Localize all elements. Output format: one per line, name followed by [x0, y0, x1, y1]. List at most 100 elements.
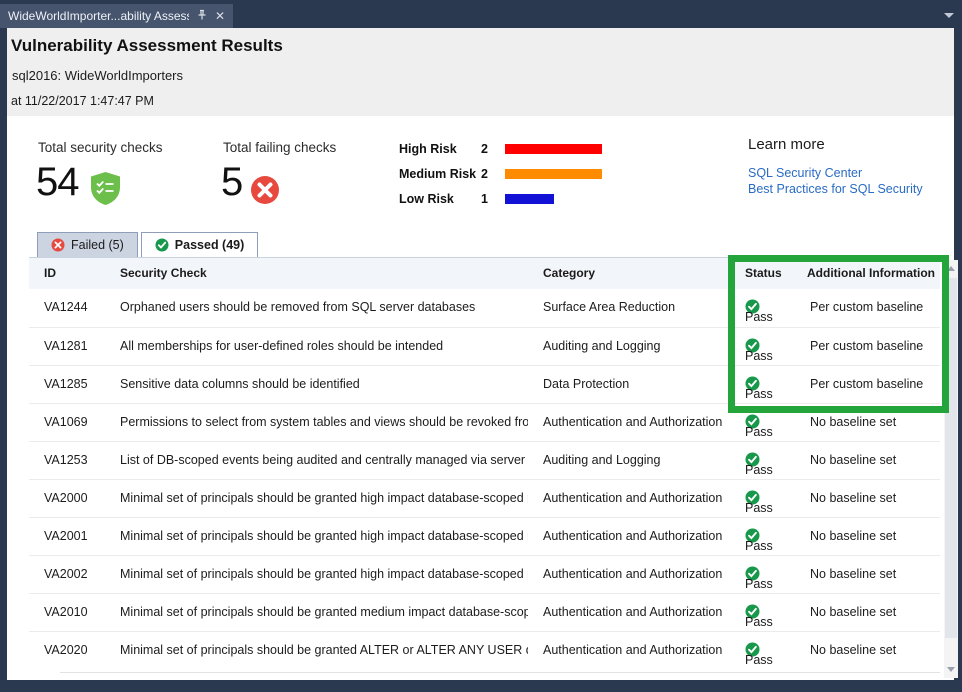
row-status-label: Pass: [745, 463, 773, 477]
risk-value: 2: [481, 166, 488, 181]
table-row[interactable]: VA1281 All memberships for user-defined …: [29, 327, 940, 365]
column-header-category[interactable]: Category: [543, 266, 596, 280]
table-row[interactable]: VA2010 Minimal set of principals should …: [29, 593, 940, 631]
row-security-check: Sensitive data columns should be identif…: [120, 377, 360, 391]
row-additional-info: No baseline set: [810, 491, 897, 505]
table-row[interactable]: VA1069 Permissions to select from system…: [29, 403, 940, 441]
row-status: Pass: [745, 528, 773, 553]
page-title: Vulnerability Assessment Results: [11, 36, 283, 55]
tab-failed[interactable]: Failed (5): [37, 232, 138, 257]
tab-passed-label: Passed (49): [174, 238, 245, 252]
row-security-check: Minimal set of principals should be gran…: [120, 491, 528, 505]
row-status: Pass: [745, 490, 773, 515]
row-status: Pass: [745, 414, 773, 439]
results-grid: ID Security Check Category Status Additi…: [29, 257, 940, 669]
pass-icon: [745, 528, 760, 543]
row-category: Authentication and Authorization: [543, 491, 723, 505]
row-status: Pass: [745, 338, 773, 363]
table-row[interactable]: VA2000 Minimal set of principals should …: [29, 479, 940, 517]
table-row[interactable]: VA2020 Minimal set of principals should …: [29, 631, 940, 669]
pass-icon: [745, 566, 760, 581]
row-security-check: List of DB-scoped events being audited a…: [120, 453, 528, 467]
scroll-up-icon[interactable]: [947, 266, 955, 271]
tab-failed-label: Failed (5): [71, 238, 124, 252]
row-status: Pass: [745, 566, 773, 591]
row-security-check: Permissions to select from system tables…: [120, 415, 528, 429]
row-category: Authentication and Authorization: [543, 529, 723, 543]
column-header-additional-information[interactable]: Additional Information: [807, 266, 935, 280]
row-category: Surface Area Reduction: [543, 300, 676, 314]
row-additional-info: No baseline set: [810, 529, 897, 543]
pass-icon: [745, 376, 760, 391]
row-id: VA2020: [44, 643, 88, 657]
column-header-security-check[interactable]: Security Check: [120, 266, 207, 280]
tab-passed[interactable]: Passed (49): [140, 232, 259, 257]
table-row[interactable]: VA2002 Minimal set of principals should …: [29, 555, 940, 593]
column-header-status[interactable]: Status: [745, 266, 782, 280]
risk-label: Medium Risk: [399, 166, 477, 181]
row-status: Pass: [745, 604, 773, 629]
document-tab-title: WideWorldImporter...ability Assessment: [8, 9, 189, 23]
row-id: VA1069: [44, 415, 88, 429]
row-status: Pass: [745, 642, 773, 667]
row-id: VA2010: [44, 605, 88, 619]
vulnerability-assessment-pane: Vulnerability Assessment Results sql2016…: [7, 28, 958, 680]
row-status-label: Pass: [745, 387, 773, 401]
row-id: VA2002: [44, 567, 88, 581]
error-circle-icon: [250, 175, 280, 210]
row-security-check: Minimal set of principals should be gran…: [120, 567, 528, 581]
close-icon[interactable]: ✕: [214, 9, 225, 23]
risk-bar: [505, 143, 602, 154]
row-category: Authentication and Authorization: [543, 415, 723, 429]
document-tab[interactable]: WideWorldImporter...ability Assessment ✕: [0, 4, 233, 28]
grid-header: ID Security Check Category Status Additi…: [29, 257, 940, 289]
pin-icon[interactable]: [196, 9, 208, 24]
learn-more-title: Learn more: [748, 136, 825, 153]
risk-summary-chart: High Risk 2 Medium Risk 2 Low Risk 1: [399, 136, 602, 211]
row-status-label: Pass: [745, 310, 773, 324]
risk-value: 2: [481, 141, 488, 156]
risk-label: High Risk: [399, 141, 457, 156]
table-row[interactable]: VA1285 Sensitive data columns should be …: [29, 365, 940, 403]
row-status-label: Pass: [745, 653, 773, 667]
pass-icon: [745, 414, 760, 429]
risk-row: Low Risk 1: [399, 186, 602, 211]
row-additional-info: Per custom baseline: [810, 339, 924, 353]
row-category: Authentication and Authorization: [543, 643, 723, 657]
pass-icon: [745, 642, 760, 657]
passed-tab-icon: [155, 238, 169, 252]
window-menu-caret-icon[interactable]: [944, 13, 954, 18]
pass-icon: [745, 490, 760, 505]
row-status-label: Pass: [745, 349, 773, 363]
scrollbar-thumb[interactable]: [945, 278, 957, 638]
row-status: Pass: [745, 376, 773, 401]
row-security-check: All memberships for user-defined roles s…: [120, 339, 444, 353]
total-checks-label: Total security checks: [38, 140, 163, 155]
server-name: sql2016:: [12, 68, 65, 83]
row-id: VA1285: [44, 377, 88, 391]
row-category: Auditing and Logging: [543, 339, 661, 353]
row-status-label: Pass: [745, 501, 773, 515]
table-row[interactable]: VA2001 Minimal set of principals should …: [29, 517, 940, 555]
link-best-practices[interactable]: Best Practices for SQL Security: [748, 182, 923, 196]
vertical-scrollbar[interactable]: [944, 260, 958, 678]
row-status-label: Pass: [745, 615, 773, 629]
risk-label: Low Risk: [399, 191, 454, 206]
table-row[interactable]: VA1253 List of DB-scoped events being au…: [29, 441, 940, 479]
scroll-down-icon[interactable]: [947, 667, 955, 672]
link-sql-security-center[interactable]: SQL Security Center: [748, 166, 863, 180]
failing-checks-value: 5: [221, 160, 243, 204]
column-header-id[interactable]: ID: [44, 266, 56, 280]
database-name: WideWorldImporters: [64, 68, 183, 83]
failing-checks-label: Total failing checks: [223, 140, 337, 155]
row-security-check: Minimal set of principals should be gran…: [120, 605, 528, 619]
risk-row: High Risk 2: [399, 136, 602, 161]
row-category: Auditing and Logging: [543, 453, 661, 467]
row-security-check: Minimal set of principals should be gran…: [120, 529, 528, 543]
row-additional-info: No baseline set: [810, 643, 897, 657]
table-row[interactable]: VA1244 Orphaned users should be removed …: [29, 289, 940, 327]
row-additional-info: No baseline set: [810, 453, 897, 467]
grid-body: VA1244 Orphaned users should be removed …: [29, 289, 940, 669]
row-status-label: Pass: [745, 539, 773, 553]
row-id: VA1244: [44, 300, 88, 314]
